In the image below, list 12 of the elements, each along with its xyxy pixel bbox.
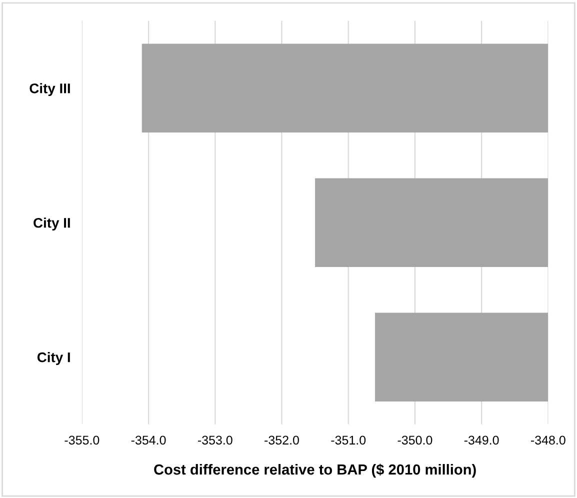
x-tick-label: -349.0 [464,436,499,445]
x-tick-label: -353.0 [198,436,232,445]
x-axis-title: Cost difference relative to BAP ($ 2010 million) [154,464,476,478]
x-tick-label: -354.0 [131,436,166,445]
x-tick-label: -355.0 [64,436,100,445]
x-tick-label: -352.0 [264,436,299,445]
y-tick-label: City I [37,352,70,365]
y-tick-label: City III [30,83,70,96]
y-tick-label: City II [34,218,70,231]
x-tick-label: -351.0 [331,436,366,445]
x-tick-label: -348.0 [530,436,566,445]
x-tick-label: -350.0 [398,436,432,445]
